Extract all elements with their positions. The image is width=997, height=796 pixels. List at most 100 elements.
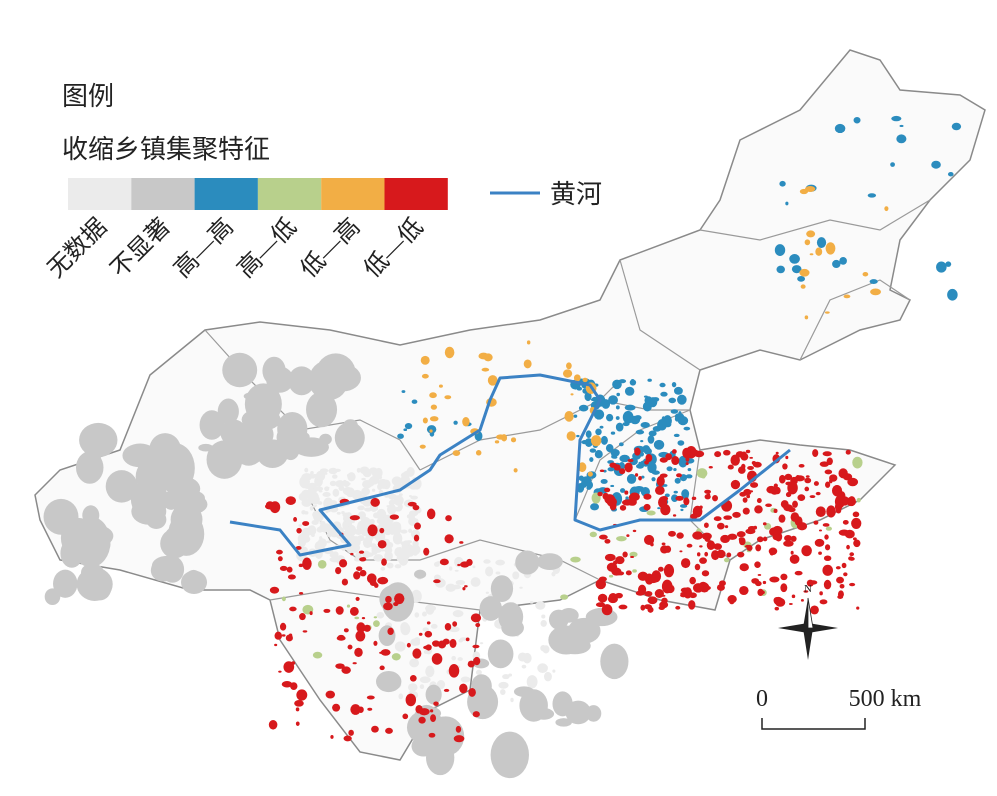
cluster-patch xyxy=(222,352,258,388)
cluster-patch xyxy=(616,392,621,397)
cluster-patch xyxy=(814,538,825,547)
cluster-patch xyxy=(501,619,524,637)
cluster-patch xyxy=(400,621,410,633)
cluster-patch xyxy=(443,688,450,692)
cluster-patch xyxy=(485,591,489,594)
cluster-patch xyxy=(485,566,494,577)
cluster-patch xyxy=(44,588,61,606)
cluster-patch xyxy=(673,433,680,438)
cluster-patch xyxy=(566,362,572,370)
cluster-patch xyxy=(281,437,300,461)
cluster-patch xyxy=(420,355,430,365)
cluster-patch xyxy=(290,682,298,691)
cluster-patch xyxy=(377,576,389,585)
cluster-patch xyxy=(607,467,615,472)
cluster-patch xyxy=(444,623,452,631)
cluster-patch xyxy=(268,451,283,461)
cluster-patch xyxy=(644,590,653,597)
cluster-patch xyxy=(676,532,684,539)
cluster-patch xyxy=(590,435,602,447)
cluster-patch xyxy=(291,661,296,665)
cluster-patch xyxy=(785,201,789,206)
cluster-patch xyxy=(819,599,828,605)
cluster-patch xyxy=(495,559,506,566)
cluster-patch xyxy=(730,454,740,466)
scale-label: 0 xyxy=(756,686,768,712)
cluster-patch xyxy=(294,700,304,707)
cluster-patch xyxy=(747,526,757,531)
cluster-patch xyxy=(502,674,510,680)
cluster-patch xyxy=(309,506,314,511)
cluster-patch xyxy=(329,552,338,558)
province-border xyxy=(699,199,931,241)
region-outline xyxy=(34,49,986,761)
cluster-patch xyxy=(449,566,453,571)
cluster-patch xyxy=(720,534,730,544)
cluster-patch xyxy=(351,489,363,500)
cluster-patch xyxy=(422,417,428,424)
cluster-patch xyxy=(837,595,844,599)
cluster-patch xyxy=(378,510,384,514)
cluster-patch xyxy=(370,497,380,507)
cluster-patch xyxy=(76,567,113,601)
cluster-patch xyxy=(361,487,370,496)
cluster-patch xyxy=(452,610,464,618)
cluster-patch xyxy=(419,676,431,684)
cluster-patch xyxy=(576,434,580,438)
cluster-patch xyxy=(286,566,293,573)
cluster-patch xyxy=(288,633,293,638)
cluster-patch xyxy=(849,552,855,557)
cluster-patch xyxy=(843,294,851,299)
cluster-patch xyxy=(660,391,668,397)
cluster-patch xyxy=(408,516,418,526)
cluster-patch xyxy=(452,584,461,590)
cluster-patch xyxy=(460,561,470,568)
cluster-patch xyxy=(643,493,652,500)
cluster-patch xyxy=(632,529,637,533)
cluster-patch xyxy=(379,527,385,534)
cluster-patch xyxy=(407,501,417,507)
cluster-patch xyxy=(794,475,805,482)
cluster-patch xyxy=(389,514,400,520)
cluster-patch xyxy=(398,693,404,700)
cluster-patch xyxy=(353,571,361,580)
cluster-patch xyxy=(825,526,832,531)
cluster-patch xyxy=(470,577,481,587)
cluster-patch xyxy=(848,496,856,506)
cluster-patch xyxy=(765,503,772,508)
cluster-patch xyxy=(479,642,484,645)
cluster-patch xyxy=(377,540,387,549)
cluster-patch xyxy=(696,552,701,557)
cluster-patch xyxy=(690,449,699,454)
cluster-patch xyxy=(772,533,781,541)
cluster-patch xyxy=(423,547,430,556)
cluster-patch xyxy=(819,591,823,596)
cluster-patch xyxy=(754,561,761,568)
cluster-patch xyxy=(366,695,375,700)
cluster-patch xyxy=(657,566,664,572)
cluster-patch xyxy=(785,455,789,460)
cluster-patch xyxy=(361,477,366,481)
cluster-patch xyxy=(844,529,855,539)
cluster-patch xyxy=(515,550,540,575)
cluster-patch xyxy=(386,526,393,531)
cluster-patch xyxy=(685,474,693,479)
cluster-patch xyxy=(737,551,745,558)
cluster-patch xyxy=(891,115,902,122)
cluster-patch xyxy=(826,457,833,466)
cluster-patch xyxy=(849,582,856,587)
cluster-patch xyxy=(378,557,382,560)
cluster-patch xyxy=(548,609,569,630)
cluster-patch xyxy=(599,469,605,473)
cluster-patch xyxy=(806,579,814,587)
cluster-patch xyxy=(343,735,352,742)
cluster-patch xyxy=(584,392,592,402)
cluster-patch xyxy=(773,508,778,513)
cluster-patch xyxy=(678,455,688,468)
cluster-patch xyxy=(615,556,625,565)
cluster-patch xyxy=(803,590,809,593)
cluster-patch xyxy=(498,681,509,689)
cluster-patch xyxy=(302,557,312,570)
cluster-patch xyxy=(82,505,100,526)
cluster-patch xyxy=(809,495,816,499)
